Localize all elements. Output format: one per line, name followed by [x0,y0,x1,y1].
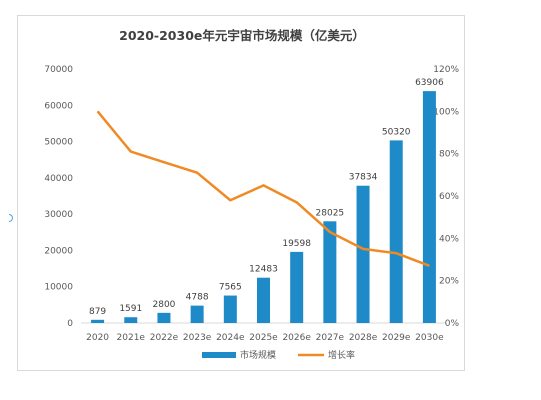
bar [422,91,436,323]
x-tick-label: 2027e [316,333,345,343]
bar [91,319,105,323]
bar [323,221,337,323]
bar-data-label: 12483 [249,265,278,275]
legend-line-label: 增长率 [328,349,355,361]
bar [356,185,370,323]
chart-svg: 0100002000030000400005000060000700000%20… [44,65,460,361]
bar [157,312,171,323]
growth-rate-line [96,110,430,268]
x-tick-label: 2020 [86,333,109,343]
y-right-tick-label: 80% [439,150,459,160]
bar [257,277,270,323]
bar-data-label: 63906 [415,78,444,88]
bar [124,317,138,323]
bar [389,140,403,323]
legend-bar-swatch [202,352,236,358]
y-right-tick-label: 0% [445,319,460,329]
y-left-tick-label: 60000 [44,101,73,111]
bar-data-label: 2800 [153,300,176,310]
bar-data-label: 879 [89,307,106,317]
x-tick-label: 2022e [150,333,179,343]
chart-title: 2020-2030e年元宇宙市场规模（亿美元） [119,28,365,43]
x-tick-label: 2026e [282,333,311,343]
bar-data-label: 4788 [186,293,209,303]
y-right-tick-label: 100% [433,107,459,117]
legend-bar-label: 市场规模 [240,349,276,361]
bar-data-label: 19598 [282,239,311,249]
y-left-tick-label: 30000 [44,210,73,220]
side-marker [9,214,13,222]
x-tick-label: 2025e [249,333,278,343]
bar [290,251,304,323]
y-right-tick-label: 120% [433,65,459,75]
x-tick-label: 2029e [382,333,411,343]
y-right-tick-label: 20% [439,277,459,287]
y-right-tick-label: 60% [439,192,459,202]
y-left-tick-label: 0 [67,319,73,329]
x-tick-label: 2021e [117,333,146,343]
y-left-tick-label: 20000 [44,246,73,256]
bar [223,295,237,323]
x-tick-label: 2024e [216,333,245,343]
y-left-tick-label: 50000 [44,138,73,148]
bar-data-label: 28025 [316,208,345,218]
x-tick-label: 2023e [183,333,212,343]
x-tick-label: 2028e [349,333,378,343]
bar-data-label: 37834 [349,173,378,183]
bar-data-label: 1591 [119,304,142,314]
y-left-tick-label: 40000 [44,174,73,184]
y-right-tick-label: 40% [439,234,459,244]
bar-data-label: 7565 [219,283,242,293]
chart-frame: 2020-2030e年元宇宙市场规模（亿美元） 0 10000 20000 30000… [17,15,465,371]
y-left-tick-label: 10000 [44,283,73,293]
x-tick-label: 2030e [415,333,444,343]
bar [190,305,204,323]
bar-data-label: 50320 [382,127,411,137]
y-left-tick-label: 70000 [44,65,73,75]
